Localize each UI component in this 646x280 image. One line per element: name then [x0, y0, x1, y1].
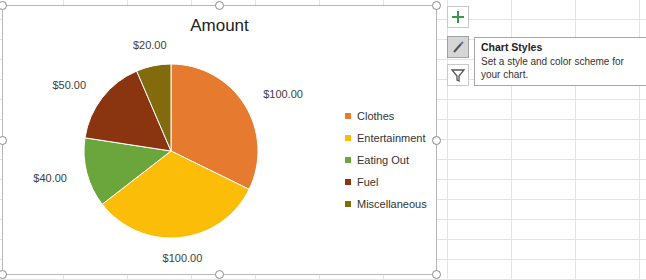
html-text:Eating Out: Eating Out	[357, 154, 409, 166]
svg-text:$20.00: $20.00	[133, 39, 167, 51]
svg-text:$40.00: $40.00	[33, 172, 67, 184]
html-text:Amount: Amount	[190, 16, 249, 35]
html-text:Set a style and color scheme f: Set a style and color scheme for your ch…	[481, 56, 624, 80]
svg-text:$100.00: $100.00	[163, 252, 203, 264]
svg-text:$100.00: $100.00	[263, 88, 303, 100]
html-text:Chart Styles: Chart Styles	[481, 41, 543, 53]
html-text:Clothes: Clothes	[357, 110, 395, 122]
svg-text:$50.00: $50.00	[52, 79, 86, 91]
html-text:Fuel: Fuel	[357, 176, 379, 188]
html-text:Entertainment: Entertainment	[357, 132, 426, 144]
html-text:Miscellaneous: Miscellaneous	[357, 198, 427, 210]
